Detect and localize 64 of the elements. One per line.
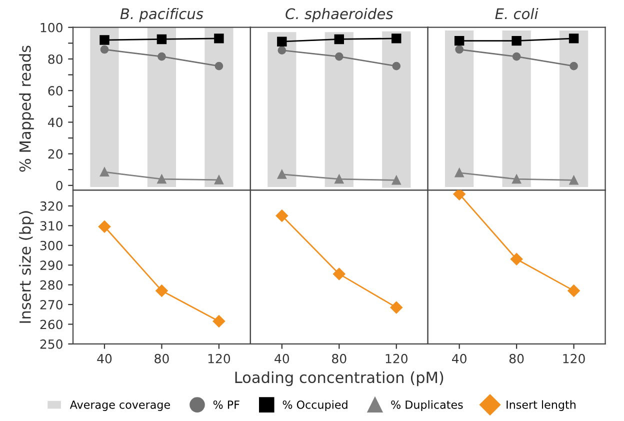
y-tick-label: 20 [48,149,62,159]
y-tick-label: 60 [48,86,62,96]
point [212,315,226,328]
point [334,34,344,44]
point [455,45,464,54]
legend-label: % PF [213,400,240,409]
y-tick-label: 270 [40,300,62,310]
x-tick-label: 120 [386,354,408,364]
y-tick-label: 250 [40,339,62,349]
point [512,174,522,184]
legend-label: % Duplicates [391,400,463,411]
point [277,36,287,46]
point [454,168,464,178]
y-tick-label: 0 [56,180,62,190]
x-tick-label: 40 [97,354,112,364]
x-tick-label: 40 [452,354,466,364]
x-tick-label: 120 [563,354,585,364]
point [214,175,224,184]
point [454,36,464,46]
point [158,52,166,61]
point [568,34,579,44]
chart-title: C. sphaeroides [286,8,393,22]
point [156,284,168,297]
point [512,52,521,61]
y-axis-title: Insert size (bp) [19,211,34,323]
y-tick-label: 300 [40,240,62,250]
y-tick-label: 320 [40,201,62,211]
x-tick-label: 120 [208,354,230,364]
point [334,52,344,61]
point [214,62,224,70]
point [569,176,578,185]
y-tick-label: 260 [40,320,62,330]
point [214,34,224,44]
y-tick-label: 310 [40,221,62,231]
chart-title: B. pacificus [120,8,204,22]
y-tick-label: 40 [48,118,62,128]
x-tick-label: 80 [332,354,346,364]
x-tick-label: 80 [509,354,524,364]
x-tick-label: 80 [154,354,169,364]
legend-label: Average coverage [70,400,170,411]
point [392,176,401,185]
point [334,174,344,184]
point [392,34,402,44]
y-tick-label: 100 [40,22,62,32]
y-tick-label: 280 [40,280,62,290]
x-axis-title: Loading concentration (pM) [235,371,444,386]
y-tick-label: 80 [48,54,62,64]
point [512,36,522,46]
y-tick-label: 290 [40,260,62,270]
chart-title: E. coli [495,8,538,20]
point [392,62,401,70]
legend-label: Insert length [506,400,576,411]
x-tick-label: 40 [274,354,290,364]
point [100,35,110,45]
point [157,174,166,184]
point [100,45,109,54]
point [277,170,286,179]
point [98,220,111,233]
legend-label: % Occupied [282,400,348,411]
y-axis-title: % Mapped reads [19,46,34,172]
point [570,62,578,70]
point [100,167,109,176]
point [278,46,286,54]
point [156,34,167,44]
